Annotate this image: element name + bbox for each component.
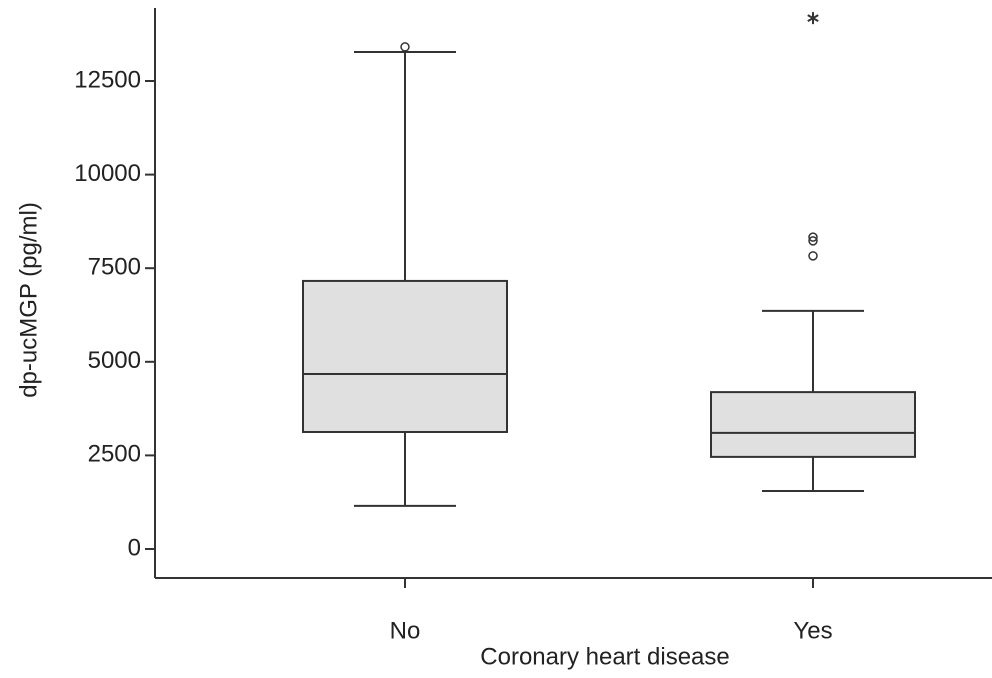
y-tick-label: 10000 — [74, 160, 141, 187]
y-axis-label: dp-ucMGP (pg/ml) — [15, 202, 42, 398]
extreme — [807, 12, 819, 25]
y-tick-label: 7500 — [88, 254, 141, 281]
outlier — [808, 236, 818, 246]
y-tick-label: 2500 — [88, 441, 141, 468]
box — [710, 391, 916, 458]
outlier — [808, 251, 818, 261]
x-tick-label: Yes — [793, 617, 832, 644]
outlier — [808, 232, 818, 242]
box — [302, 279, 508, 433]
y-tick-label: 5000 — [88, 347, 141, 374]
y-tick-label: 12500 — [74, 66, 141, 93]
x-axis-label: Coronary heart disease — [480, 643, 729, 670]
outlier — [400, 42, 410, 52]
y-tick-label: 0 — [128, 534, 141, 561]
x-tick-label: No — [390, 617, 421, 644]
